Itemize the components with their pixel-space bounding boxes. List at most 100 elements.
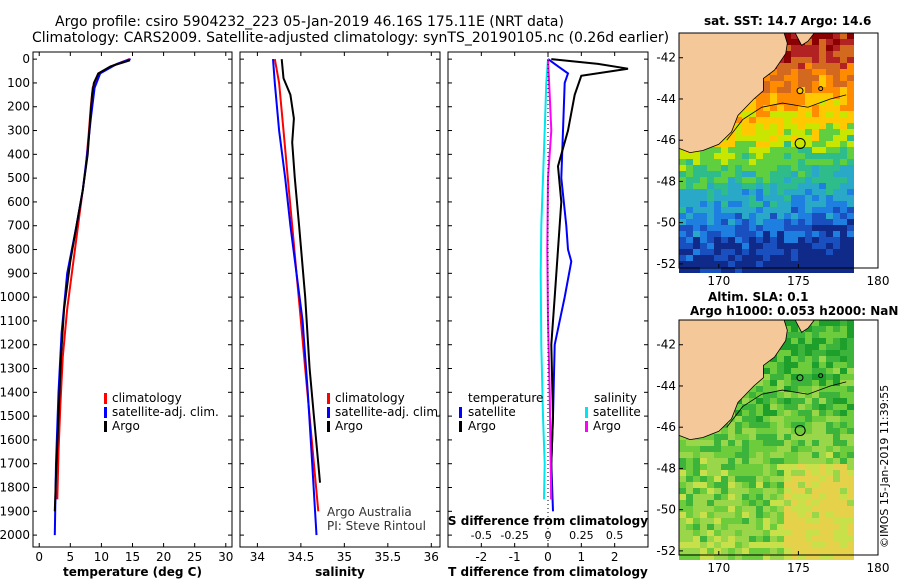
map-cell [805,350,812,356]
map-cell [735,440,742,446]
map-cell [847,249,854,255]
map-cell [770,111,777,117]
map-cell [679,255,686,261]
map-cell [847,147,854,153]
map-cell [735,153,742,159]
map-cell [784,548,791,554]
map-cell [749,255,756,261]
map-cell [798,356,805,362]
map-cell [812,446,819,452]
map-cell [756,320,763,326]
map-cell [826,153,833,159]
map-cell [777,326,784,332]
map-cell [756,542,763,548]
map-cell [693,452,700,458]
map-cell [679,440,686,446]
map-cell [826,362,833,368]
map-cell [819,440,826,446]
map-cell [784,554,791,560]
map-cell [707,482,714,488]
map-cell [679,219,686,225]
map-cell [791,368,798,374]
map-cell [840,165,847,171]
map-cell [819,434,826,440]
map-cell [693,69,700,75]
map-cell [686,338,693,344]
map-cell [763,171,770,177]
map-cell [770,33,777,39]
map-cell [791,530,798,536]
map-cell [714,500,721,506]
map-cell [721,386,728,392]
map-cell [756,392,763,398]
map-cell [707,183,714,189]
map-cell [777,99,784,105]
map-cell [749,554,756,560]
map-cell [749,440,756,446]
map-cell [847,255,854,261]
map-cell [770,356,777,362]
map-cell [805,398,812,404]
island-outline [796,374,804,382]
map-cell [805,219,812,225]
map-cell [707,141,714,147]
map-cell [679,75,686,81]
map-cell [777,201,784,207]
map-cell [679,189,686,195]
map-cell [812,506,819,512]
map-cell [756,195,763,201]
map-cell [784,344,791,350]
map-cell [791,153,798,159]
map-cell [784,123,791,129]
map-cell [700,392,707,398]
map-cell [749,506,756,512]
map-cell [700,201,707,207]
legend-swatch [327,407,330,418]
map-cell [756,380,763,386]
map-cell [784,500,791,506]
map-cell [707,524,714,530]
xtick-label: 35 [337,550,352,564]
map-cell [833,332,840,338]
map-cell [826,404,833,410]
map-cell [819,129,826,135]
map-cell [728,428,735,434]
map-cell [749,105,756,111]
map-cell [784,225,791,231]
depth-tick-label: 800 [7,243,30,257]
map-cell [735,123,742,129]
map-cell [791,320,798,326]
map-cell [679,506,686,512]
map-cell [784,356,791,362]
map-cell [833,87,840,93]
map-cell [763,518,770,524]
map-cell [742,249,749,255]
map-cell [735,530,742,536]
map-cell [693,344,700,350]
map-cell [826,482,833,488]
map-lat-label: -44 [656,379,676,393]
map-cell [840,332,847,338]
map-cell [749,63,756,69]
map-cell [707,440,714,446]
map-cell [763,410,770,416]
map-cell [742,422,749,428]
map-cell [742,123,749,129]
map-cell [819,512,826,518]
map-lat-label: -50 [656,503,676,517]
map-cell [714,249,721,255]
map-cell [833,123,840,129]
series-line-s-satellite [539,59,549,500]
map-cell [770,123,777,129]
map-cell [700,45,707,51]
map-cell [700,243,707,249]
map-cell [826,213,833,219]
legend-label: satellite-adj. clim. [112,405,219,419]
map-cell [777,518,784,524]
map-cell [700,554,707,560]
map-cell [728,422,735,428]
map-cell [707,255,714,261]
map-cell [756,69,763,75]
footer-stamp: ©IMOS 15-Jan-2019 11:39:55 [878,384,891,548]
xtick-label: 34.5 [288,550,315,564]
